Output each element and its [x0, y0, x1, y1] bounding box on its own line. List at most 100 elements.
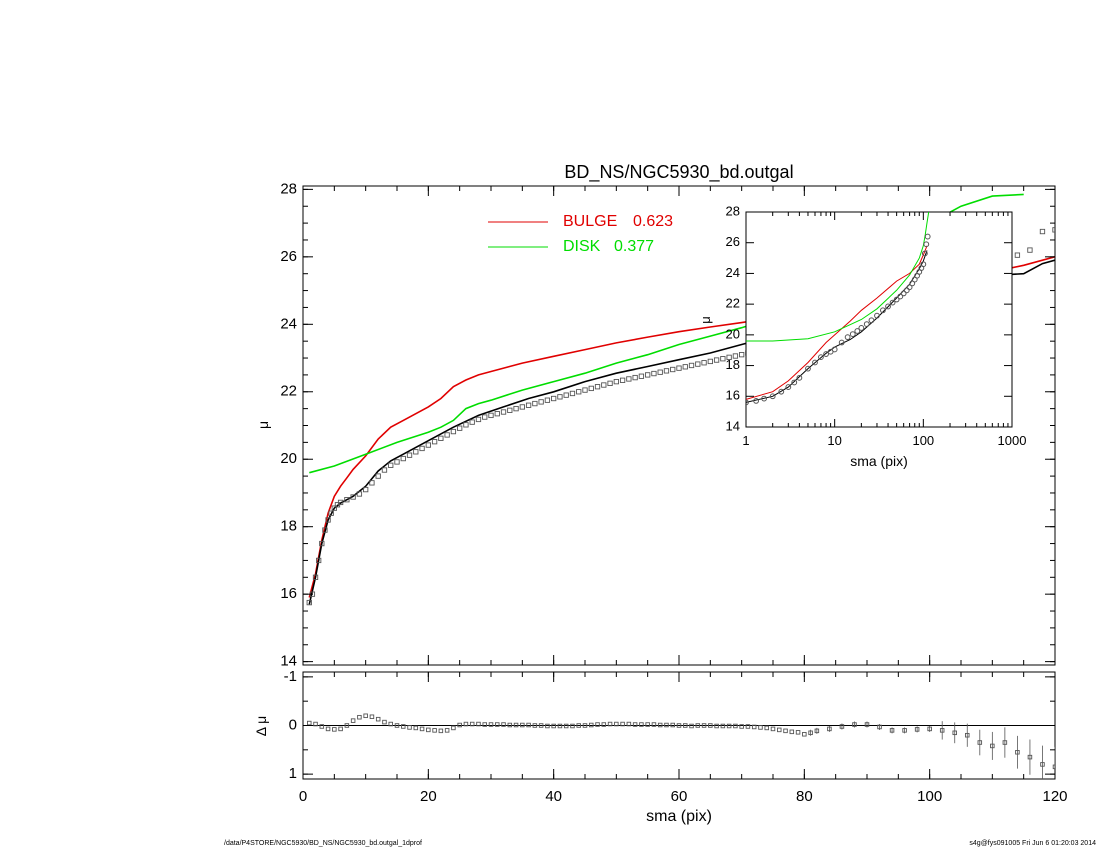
residuals-series-0-point — [532, 723, 538, 728]
inset-profile-series-0-line — [746, 245, 928, 400]
main-profile-series-3-point — [601, 382, 607, 388]
residuals-series-0-point — [545, 723, 550, 729]
inset-profile-x-tick-label: 100 — [912, 433, 934, 448]
main-profile-series-3-point — [638, 373, 645, 379]
residuals-series-0-point — [714, 723, 719, 729]
main-profile-series-3-point — [707, 358, 713, 365]
chart-title: BD_NS/NGC5930_bd.outgal — [564, 162, 793, 183]
main-profile-series-3-point — [381, 467, 388, 473]
inset-profile-x-tick-label: 10 — [827, 433, 841, 448]
main-profile-series-3-point — [594, 384, 601, 390]
residuals-series-0-point — [488, 722, 494, 727]
legend: BULGE 0.623 DISK 0.377 — [488, 213, 673, 255]
main-profile-series-3-point — [582, 387, 588, 393]
inset-profile-panel: 1 10 100 1000 14 16 18 20 22 24 26 28 sma (pix) μ — [698, 203, 1026, 469]
residuals-series-0-point — [626, 721, 632, 727]
main-profile-y-tick-label: 20 — [280, 450, 297, 467]
residual-series-group — [303, 713, 1055, 779]
main-profile-series-3-point — [316, 557, 322, 564]
main-profile-series-3-point — [1014, 252, 1021, 258]
main-profile-series-3-point — [626, 376, 632, 382]
main-profile-series-3-point — [607, 380, 613, 386]
residuals-series-0-point — [350, 718, 356, 723]
inset-profile-series-3-point — [838, 339, 845, 346]
footer-timestamp: s4g@fys091005 Fri Jun 6 01:20:03 2014 — [969, 840, 1096, 847]
residuals-series-0-point — [620, 721, 625, 727]
residuals-y-tick-label: 1 — [289, 765, 297, 782]
inset-profile-y-tick-label: 16 — [726, 388, 740, 403]
inset-profile-series-3-point — [818, 354, 824, 361]
inset-profile-series-3-point — [791, 379, 798, 386]
main-profile-series-3-point — [507, 407, 513, 413]
main-profile-series-3-point — [375, 473, 381, 479]
residuals-series-0-point — [507, 722, 513, 728]
main-profile-y-tick-label: 18 — [280, 518, 297, 535]
residuals-series-0-point — [1002, 740, 1008, 745]
residuals-series-0-point — [444, 728, 450, 733]
residuals-x-tick-label: 0 — [299, 788, 307, 805]
main-profile-series-3-point — [488, 412, 494, 419]
inset-background — [746, 212, 1012, 427]
inset-profile-series-3-point — [753, 397, 760, 404]
main-axes: 14 16 18 20 22 24 26 28 — [280, 180, 1056, 670]
residuals-series-0-point — [501, 722, 506, 727]
main-profile-series-3-point — [1039, 228, 1046, 235]
residuals-series-0-point — [520, 722, 525, 728]
residuals-series-0-point — [319, 724, 325, 729]
main-profile-series-3-point — [713, 357, 720, 363]
residuals-series-0-point — [563, 723, 569, 729]
inset-profile-series-3-point — [844, 334, 851, 341]
inset-profile-series-2-line — [746, 250, 928, 403]
residuals-series-0-point — [676, 723, 682, 728]
main-profile-series-3-point — [619, 377, 626, 383]
inset-profile-series-3-point — [796, 374, 803, 381]
residuals-series-0-point — [708, 723, 713, 728]
inset-profile-series-3-point — [920, 261, 927, 268]
main-profile-series-3-point — [394, 459, 400, 465]
residuals-series-0-point — [313, 721, 318, 727]
inset-profile-series-3-point — [769, 393, 776, 400]
residuals-series-0-point — [463, 721, 469, 727]
inset-profile-x-tick-label: 1000 — [998, 433, 1027, 448]
main-profile-series-3-point — [569, 390, 576, 397]
residuals-series-0-point — [814, 728, 820, 734]
residuals-series-0-point — [419, 726, 425, 732]
main-profile-series-3-point — [739, 352, 745, 358]
residuals-series-0-point — [614, 721, 619, 727]
residuals-series-0-point — [1040, 762, 1045, 767]
residuals-series-0-point — [307, 720, 312, 726]
residuals-series-0-point — [607, 721, 613, 727]
main-y-axis-label: μ — [255, 421, 271, 429]
inset-profile-y-tick-label: 18 — [726, 357, 740, 372]
inset-profile-series-3-point — [849, 331, 856, 337]
main-profile-series-3-point — [413, 449, 419, 455]
main-profile-y-tick-label: 22 — [280, 383, 297, 400]
main-profile-series-3-point — [328, 510, 334, 516]
inset-profile-y-tick-label: 20 — [726, 326, 740, 341]
residuals-series-0-point — [739, 724, 744, 729]
inset-profile-series-3-point — [874, 312, 880, 319]
inset-y-axis-label: μ — [698, 316, 713, 324]
residuals-series-0-point — [733, 723, 738, 729]
main-profile-y-tick-label: 14 — [280, 653, 297, 670]
legend-bulge-value: 0.623 — [633, 213, 673, 230]
residuals-series-0-point — [457, 722, 462, 728]
residuals-series-0-point — [990, 743, 995, 749]
residuals-series-0-point — [426, 727, 431, 733]
main-profile-series-3-point — [513, 405, 519, 412]
main-profile-series-3-point — [356, 491, 363, 497]
main-profile-series-3-point — [419, 445, 425, 452]
main-profile-series-3-point — [670, 366, 676, 373]
residuals-series-0-point — [344, 723, 350, 728]
main-profile-series-3-point — [657, 369, 663, 375]
main-profile-series-3-point — [576, 389, 582, 395]
inset-profile-series-3-point — [812, 359, 818, 366]
main-profile-series-3-point — [363, 486, 369, 493]
residuals-series-0-point — [595, 722, 600, 727]
main-profile-series-3-point — [344, 497, 350, 503]
inset-profile-series-3-point — [778, 388, 785, 395]
residuals-series-0-point — [1027, 754, 1033, 760]
residuals-series-0-point — [965, 732, 970, 738]
residuals-series-0-point — [495, 722, 500, 727]
residuals-series-0-point — [683, 723, 688, 728]
